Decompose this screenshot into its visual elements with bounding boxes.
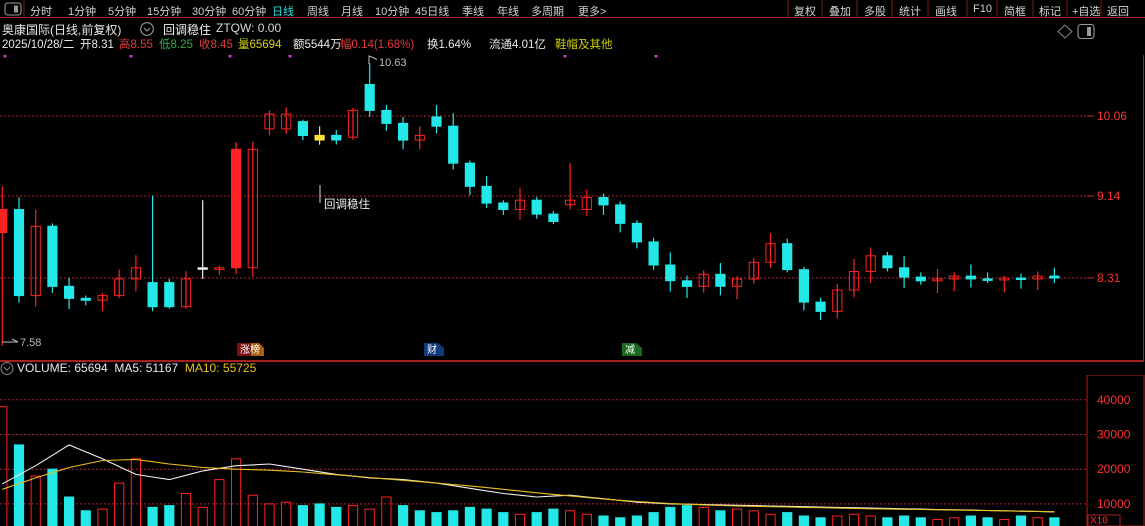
svg-text:10.06: 10.06 bbox=[1097, 109, 1127, 123]
svg-text:7.58: 7.58 bbox=[20, 337, 41, 349]
svg-text:X10: X10 bbox=[1090, 516, 1108, 526]
svg-text:财: 财 bbox=[427, 343, 437, 356]
svg-text:8.31: 8.31 bbox=[1097, 271, 1121, 285]
svg-text:10000: 10000 bbox=[1097, 497, 1131, 511]
svg-text:减: 减 bbox=[625, 344, 635, 356]
svg-text:涨榜: 涨榜 bbox=[240, 343, 260, 356]
svg-text:10.63: 10.63 bbox=[379, 57, 407, 69]
svg-text:9.14: 9.14 bbox=[1097, 189, 1121, 203]
svg-text:40000: 40000 bbox=[1097, 393, 1131, 407]
svg-text:20000: 20000 bbox=[1097, 462, 1131, 476]
svg-text:30000: 30000 bbox=[1097, 428, 1131, 442]
svg-text:回调稳住: 回调稳住 bbox=[324, 197, 370, 211]
